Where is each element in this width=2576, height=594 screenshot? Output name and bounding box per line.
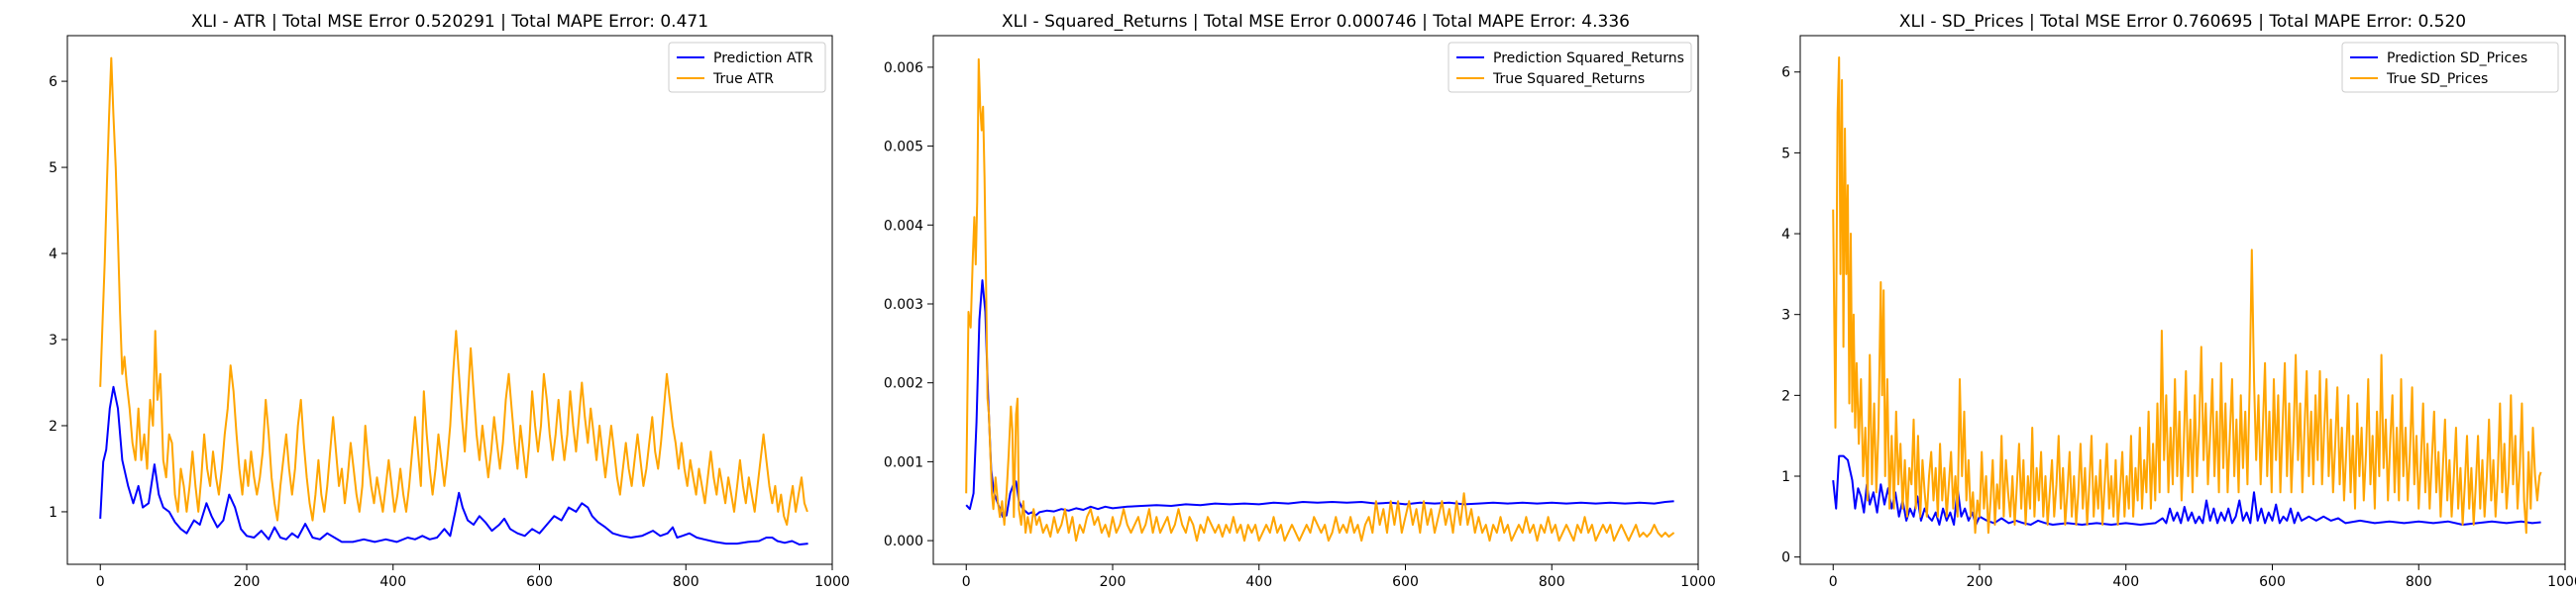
y-tick-label: 0.004 — [884, 218, 923, 234]
chart-panel-1: XLI - ATR | Total MSE Error 0.520291 | T… — [49, 12, 850, 590]
legend-box — [1448, 42, 1692, 93]
legend-box — [2341, 42, 2559, 93]
x-tick-label: 200 — [1100, 574, 1127, 590]
legend-label: True Squared_Returns — [1492, 71, 1645, 87]
legend-label: Prediction ATR — [713, 50, 813, 66]
legend-label: Prediction Squared_Returns — [1493, 50, 1684, 66]
x-tick-label: 600 — [526, 574, 553, 590]
y-tick-label: 2 — [49, 419, 57, 435]
x-tick-label: 400 — [2112, 574, 2139, 590]
legend: Prediction ATR True ATR — [668, 42, 826, 93]
y-tick-label: 5 — [1781, 146, 1790, 161]
x-tick-label: 800 — [673, 574, 699, 590]
y-tick-label: 2 — [1781, 388, 1790, 404]
series-line-true — [99, 56, 808, 526]
x-tick-label: 600 — [2259, 574, 2286, 590]
series-line-prediction — [1832, 454, 2541, 526]
series-line-prediction — [965, 279, 1674, 519]
y-tick-label: 6 — [1781, 65, 1790, 81]
y-tick-label: 3 — [49, 333, 57, 348]
y-tick-label: 0 — [1781, 550, 1790, 566]
y-tick-label: 0.005 — [884, 140, 923, 155]
x-tick-label: 800 — [1539, 574, 1565, 590]
axes-frame — [66, 35, 833, 565]
y-tick-label: 3 — [1781, 308, 1790, 324]
y-tick-label: 0.003 — [884, 297, 923, 313]
y-tick-label: 0.006 — [884, 60, 923, 76]
chart-title: XLI - Squared_Returns | Total MSE Error … — [1002, 12, 1630, 32]
y-tick-label: 0.001 — [884, 454, 923, 470]
y-tick-label: 1 — [49, 505, 57, 521]
x-tick-label: 1000 — [814, 574, 850, 590]
x-tick-label: 1000 — [2547, 574, 2576, 590]
y-tick-label: 5 — [49, 160, 57, 176]
chart-panel-2: XLI - Squared_Returns | Total MSE Error … — [884, 12, 1716, 590]
y-tick-label: 6 — [49, 74, 57, 90]
x-tick-label: 600 — [1392, 574, 1419, 590]
series-line-true — [1832, 56, 2542, 535]
chart-title: XLI - SD_Prices | Total MSE Error 0.7606… — [1899, 12, 2466, 32]
y-tick-label: 0.002 — [884, 376, 923, 392]
legend-label: True ATR — [712, 71, 774, 87]
x-tick-label: 1000 — [1680, 574, 1716, 590]
axes-frame — [1799, 35, 2566, 565]
x-tick-label: 200 — [234, 574, 261, 590]
legend-box — [668, 42, 826, 93]
x-tick-label: 0 — [962, 574, 971, 590]
legend: Prediction SD_Prices True SD_Prices — [2341, 42, 2559, 93]
legend: Prediction Squared_Returns True Squared_R… — [1448, 42, 1692, 93]
x-tick-label: 800 — [2406, 574, 2432, 590]
legend-label: Prediction SD_Prices — [2387, 50, 2527, 66]
series-line-prediction — [99, 385, 808, 545]
y-tick-label: 4 — [49, 247, 57, 262]
y-tick-label: 1 — [1781, 469, 1790, 485]
x-tick-label: 0 — [96, 574, 105, 590]
legend-label: True SD_Prices — [2386, 71, 2488, 87]
y-tick-label: 0.000 — [884, 534, 923, 549]
x-tick-label: 400 — [379, 574, 406, 590]
x-tick-label: 0 — [1829, 574, 1838, 590]
chart-panel-3: XLI - SD_Prices | Total MSE Error 0.7606… — [1781, 12, 2576, 590]
axes-frame — [932, 35, 1699, 565]
x-tick-label: 400 — [1245, 574, 1272, 590]
y-tick-label: 4 — [1781, 227, 1790, 243]
chart-title: XLI - ATR | Total MSE Error 0.520291 | T… — [191, 12, 708, 32]
x-tick-label: 200 — [1967, 574, 1993, 590]
series-line-true — [965, 57, 1675, 543]
